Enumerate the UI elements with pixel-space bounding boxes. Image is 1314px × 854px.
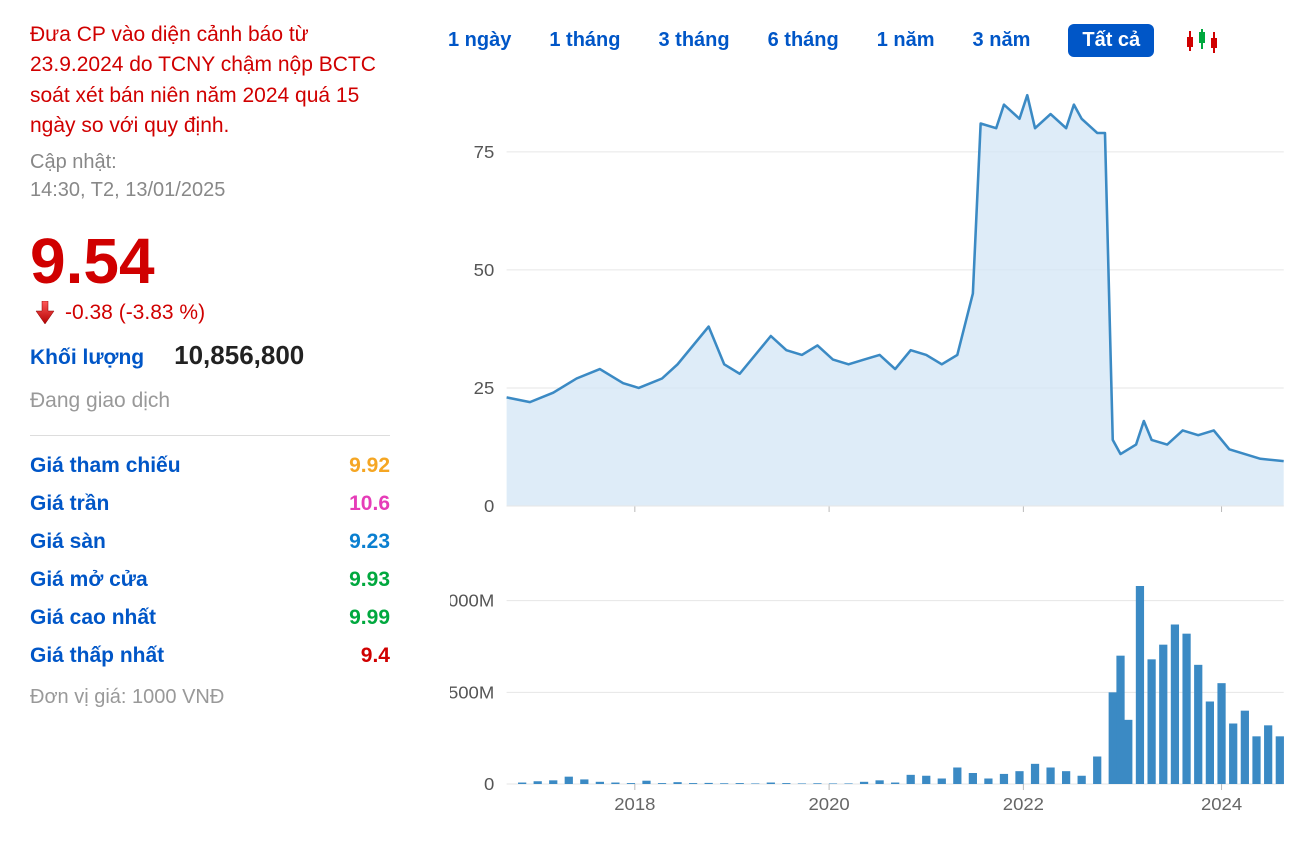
price-chart: 0 25 50 75: [450, 71, 1294, 526]
svg-text:500M: 500M: [450, 682, 494, 703]
stat-value: 9.99: [349, 606, 390, 630]
stat-label: Giá tham chiếu: [30, 454, 181, 478]
svg-text:1 000M: 1 000M: [450, 590, 494, 611]
time-tab[interactable]: 6 tháng: [768, 29, 839, 52]
stat-row: Giá trần 10.6: [30, 492, 390, 516]
volume-value: 10,856,800: [174, 340, 304, 371]
chart-panel: 1 ngày 1 tháng 3 tháng 6 tháng 1 năm 3 năm Tất…: [420, 20, 1294, 844]
svg-text:2024: 2024: [1201, 793, 1242, 814]
charts-container: 0 25 50 75 0 500M 1 000M 2018 2020 2022 2024: [450, 71, 1294, 844]
time-tab[interactable]: 3 tháng: [658, 29, 729, 52]
svg-text:75: 75: [474, 141, 495, 162]
warning-message: Đưa CP vào diện cảnh báo từ 23.9.2024 do…: [30, 20, 390, 142]
svg-text:25: 25: [474, 377, 495, 398]
stat-row: Giá cao nhất 9.99: [30, 606, 390, 630]
updated-time: 14:30, T2, 13/01/2025: [30, 176, 390, 204]
down-arrow-icon: [35, 301, 55, 325]
price-change-row: -0.38 (-3.83 %): [30, 301, 390, 325]
price-change-value: -0.38 (-3.83 %): [65, 301, 205, 325]
updated-block: Cập nhật: 14:30, T2, 13/01/2025: [30, 148, 390, 204]
stat-value: 9.93: [349, 568, 390, 592]
current-price: 9.54: [30, 229, 390, 293]
stat-value: 9.4: [361, 644, 390, 668]
stat-label: Giá mở cửa: [30, 568, 148, 592]
time-tab[interactable]: 1 tháng: [549, 29, 620, 52]
stat-label: Giá cao nhất: [30, 606, 156, 630]
stat-label: Giá thấp nhất: [30, 644, 164, 668]
svg-text:2018: 2018: [614, 793, 655, 814]
svg-text:0: 0: [484, 495, 494, 516]
price-unit-label: Đơn vị giá: 1000 VNĐ: [30, 686, 390, 709]
stat-value: 9.23: [349, 530, 390, 554]
svg-text:2022: 2022: [1003, 793, 1044, 814]
stat-row: Giá thấp nhất 9.4: [30, 644, 390, 668]
candlestick-icon[interactable]: [1182, 27, 1224, 55]
stat-label: Giá trần: [30, 492, 109, 516]
stat-value: 9.92: [349, 454, 390, 478]
stat-value: 10.6: [349, 492, 390, 516]
trading-status: Đang giao dịch: [30, 389, 390, 413]
updated-label: Cập nhật:: [30, 148, 390, 176]
svg-text:2020: 2020: [809, 793, 850, 814]
time-tab[interactable]: 1 ngày: [448, 29, 511, 52]
time-tab[interactable]: 1 năm: [877, 29, 935, 52]
stat-row: Giá tham chiếu 9.92: [30, 454, 390, 478]
svg-text:50: 50: [474, 259, 495, 280]
volume-row: Khối lượng 10,856,800: [30, 340, 390, 371]
time-tab[interactable]: Tất cả: [1068, 24, 1154, 57]
divider: [30, 435, 390, 436]
price-chart-svg: 0 25 50 75: [450, 71, 1294, 526]
volume-chart: 0 500M 1 000M 2018 2020 2022 2024: [450, 554, 1294, 824]
volume-label: Khối lượng: [30, 346, 144, 370]
time-tab[interactable]: 3 năm: [973, 29, 1031, 52]
stock-info-panel: Đưa CP vào diện cảnh báo từ 23.9.2024 do…: [30, 20, 420, 844]
price-stats-list: Giá tham chiếu 9.92 Giá trần 10.6 Giá sàn 9.2…: [30, 454, 390, 668]
stat-label: Giá sàn: [30, 530, 106, 554]
svg-text:0: 0: [484, 773, 494, 794]
volume-chart-svg: 0 500M 1 000M 2018 2020 2022 2024: [450, 554, 1294, 824]
stat-row: Giá sàn 9.23: [30, 530, 390, 554]
stat-row: Giá mở cửa 9.93: [30, 568, 390, 592]
time-range-tabs: 1 ngày 1 tháng 3 tháng 6 tháng 1 năm 3 năm Tất…: [420, 20, 1294, 71]
